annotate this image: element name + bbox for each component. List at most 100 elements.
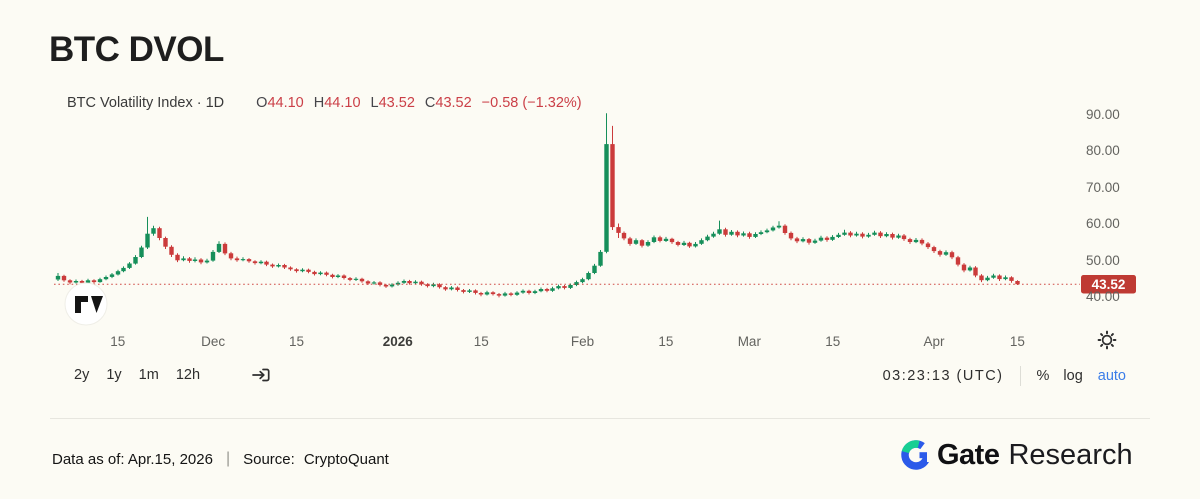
brand-research-text: Research: [1008, 438, 1133, 471]
candle: [776, 225, 782, 228]
candle: [270, 264, 275, 267]
candle: [473, 290, 478, 293]
candle: [413, 281, 418, 284]
candle: [222, 243, 228, 254]
candle: [425, 284, 430, 287]
candle: [157, 228, 162, 238]
candle: [884, 234, 889, 237]
candle: [693, 243, 698, 247]
candle: [192, 259, 198, 261]
candlestick-chart[interactable]: 43.52: [0, 0, 1200, 430]
candle: [830, 236, 835, 240]
range-button-1m[interactable]: 1m: [138, 367, 159, 383]
candle: [651, 237, 657, 242]
source-label: Source:: [243, 450, 295, 468]
candle: [115, 271, 121, 275]
candle: [341, 275, 347, 278]
candle: [431, 284, 436, 287]
clock-utc[interactable]: 03:23:13 (UTC): [882, 368, 1004, 384]
candle: [288, 267, 293, 270]
ohlc-low-label: L: [370, 95, 379, 111]
y-axis-label: 90.00: [1086, 107, 1120, 122]
candle: [860, 233, 865, 237]
candle: [818, 237, 824, 241]
x-axis-label: 2026: [382, 334, 413, 349]
log-scale-button[interactable]: log: [1063, 368, 1083, 384]
candle: [598, 251, 603, 266]
candle: [919, 239, 925, 244]
candle: [1009, 277, 1014, 281]
candle: [1003, 277, 1008, 280]
candle: [258, 261, 264, 264]
candle: [234, 258, 240, 261]
candle: [723, 229, 728, 235]
candle: [610, 144, 615, 228]
candle: [228, 253, 234, 259]
candle: [532, 291, 538, 293]
candle: [913, 239, 919, 243]
candle: [318, 272, 323, 275]
candle: [371, 282, 377, 284]
candle: [580, 279, 585, 283]
candle: [866, 234, 871, 237]
candle: [240, 259, 246, 261]
candle: [604, 144, 609, 252]
y-axis-label: 40.00: [1086, 289, 1120, 304]
candle: [556, 286, 561, 289]
candle: [824, 237, 830, 240]
tradingview-logo-icon[interactable]: [64, 282, 108, 326]
candle: [544, 289, 550, 291]
candle: [538, 289, 544, 292]
gear-icon[interactable]: [1097, 330, 1117, 350]
candle: [61, 275, 67, 281]
footer-separator: |: [225, 450, 231, 467]
candle: [681, 242, 687, 245]
candle: [955, 257, 961, 265]
candle: [925, 243, 931, 248]
candle: [627, 238, 633, 244]
candle: [306, 269, 311, 272]
range-button-2y[interactable]: 2y: [74, 367, 90, 383]
range-button-1y[interactable]: 1y: [106, 367, 122, 383]
y-axis-label: 70.00: [1086, 179, 1120, 195]
candle: [764, 230, 770, 233]
candle: [782, 225, 788, 233]
chart-legend: BTC Volatility Index · 1D O44.10 H44.10 L43…: [67, 95, 582, 111]
candle: [276, 265, 281, 267]
candle: [353, 278, 359, 280]
symbol-label: BTC Volatility Index · 1D: [67, 95, 225, 111]
candle: [812, 240, 818, 243]
candle: [973, 267, 978, 276]
range-button-12h[interactable]: 12h: [175, 367, 201, 383]
candle: [335, 275, 341, 277]
x-axis-label: Mar: [737, 334, 761, 349]
candle: [300, 269, 305, 272]
toolbar-divider: [1019, 366, 1021, 386]
go-to-date-icon[interactable]: [251, 366, 271, 384]
y-axis-label: 60.00: [1086, 216, 1120, 232]
data-as-of-text: Data as of: Apr.15, 2026: [52, 450, 213, 468]
time-axis[interactable]: 15 Dec 15 2026 15 Feb 15 Mar 15 Apr 15: [0, 334, 1200, 354]
gate-logo-icon: [901, 440, 932, 470]
x-axis-label: 15: [1009, 334, 1025, 349]
candle: [621, 232, 627, 239]
candle: [389, 284, 395, 287]
ohlc-close-value: 43.52: [435, 95, 472, 111]
candle: [395, 282, 401, 285]
y-axis-label: 50.00: [1086, 252, 1120, 268]
candle: [931, 247, 937, 252]
auto-scale-button[interactable]: auto: [1097, 368, 1126, 384]
candle: [967, 267, 973, 271]
page-title: BTC DVOL: [49, 30, 224, 69]
candle: [663, 238, 669, 241]
candle: [633, 240, 639, 244]
candle: [592, 265, 597, 273]
footer-divider-line: [50, 418, 1150, 419]
x-axis-label: 15: [825, 334, 841, 349]
candle: [455, 287, 460, 290]
x-axis-label: 15: [110, 334, 126, 349]
candle: [407, 281, 412, 284]
percent-scale-button[interactable]: %: [1036, 368, 1050, 384]
candle: [169, 246, 174, 255]
candle: [943, 252, 949, 255]
